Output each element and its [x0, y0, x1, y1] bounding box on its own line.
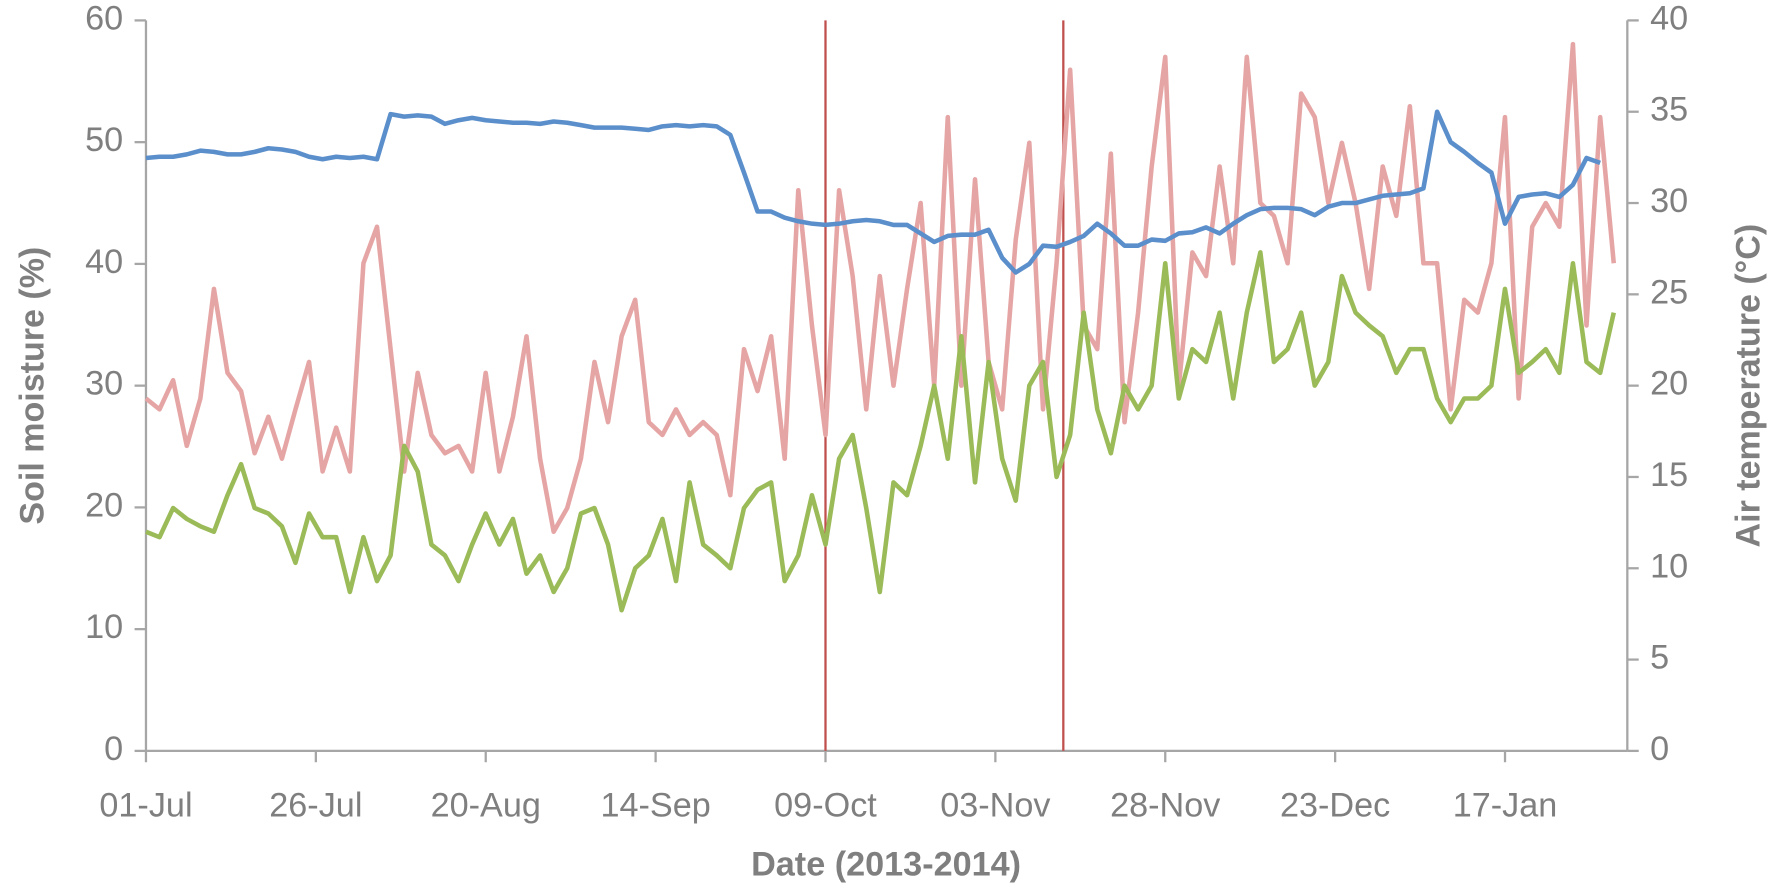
series-line — [145, 109, 1601, 275]
y2-tick-label: 40 — [1650, 0, 1688, 37]
y2-tick-label: 10 — [1650, 547, 1688, 585]
x-tick-label: 26-Jul — [269, 787, 362, 825]
y-tick-label: 20 — [85, 486, 123, 524]
x-axis-title: Date (2013-2014) — [751, 846, 1021, 884]
y2-tick-label: 25 — [1650, 273, 1688, 311]
x-tick-label: 17-Jan — [1453, 787, 1558, 825]
y2-tick-label: 15 — [1650, 456, 1688, 494]
y2-tick-label: 30 — [1650, 182, 1688, 220]
x-tick-label: 01-Jul — [99, 787, 192, 825]
y-tick-label: 30 — [85, 365, 123, 403]
x-tick-label: 28-Nov — [1110, 787, 1220, 825]
x-tick-label: 14-Sep — [600, 787, 710, 825]
y-tick-label: 0 — [104, 730, 123, 768]
y-tick-label: 10 — [85, 608, 123, 646]
y2-tick-label: 35 — [1650, 91, 1688, 129]
series-line — [144, 41, 1617, 535]
y2-axis-title: Air temperature (°C) — [1729, 224, 1767, 548]
x-tick-label: 20-Aug — [431, 787, 541, 825]
y-axis-title: Soil moisture (%) — [13, 247, 51, 525]
y-tick-label: 50 — [85, 121, 123, 159]
y2-tick-label: 20 — [1650, 365, 1688, 403]
y-tick-label: 60 — [85, 0, 123, 37]
x-tick-label: 03-Nov — [940, 787, 1050, 825]
x-tick-label: 09-Oct — [774, 787, 877, 825]
series-line — [145, 250, 1616, 613]
y-tick-label: 40 — [85, 243, 123, 281]
y2-tick-label: 0 — [1650, 730, 1669, 768]
y2-tick-label: 5 — [1650, 639, 1669, 677]
x-tick-label: 23-Dec — [1280, 787, 1390, 825]
